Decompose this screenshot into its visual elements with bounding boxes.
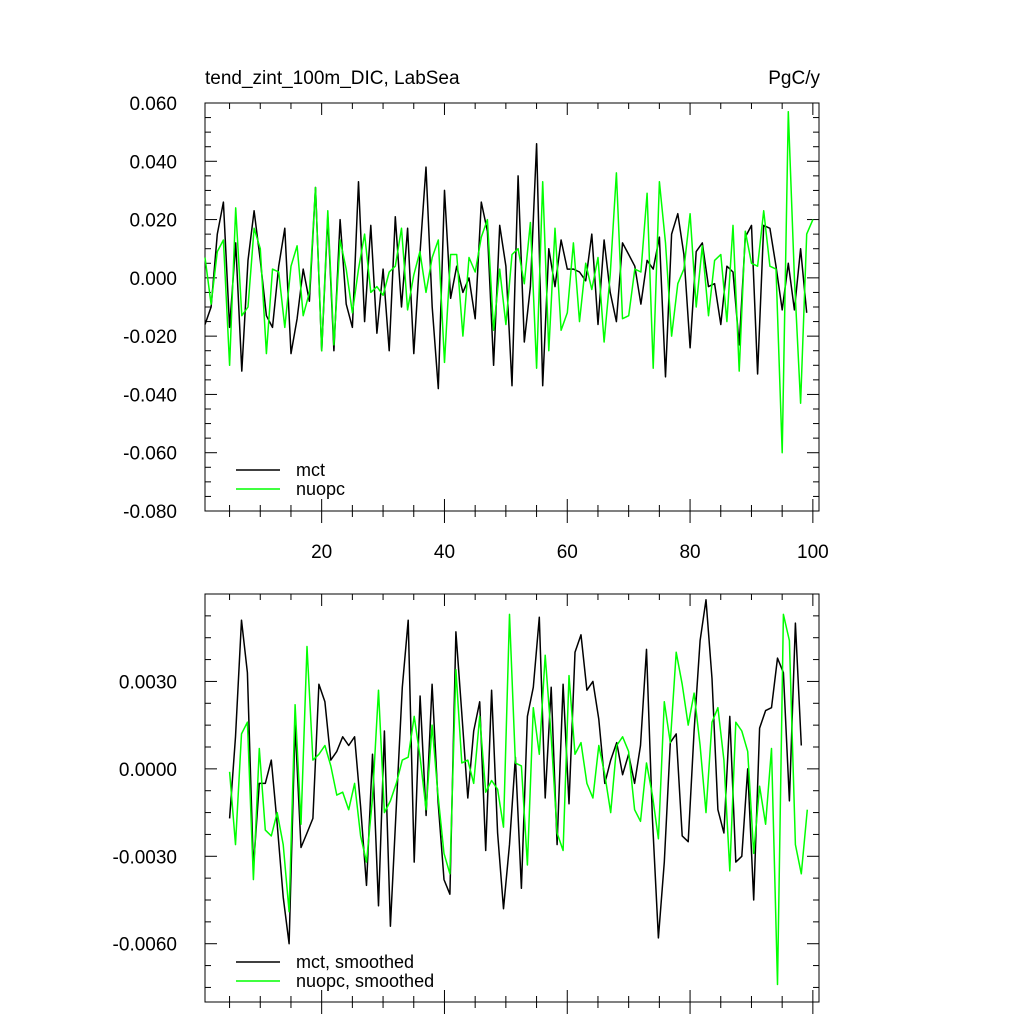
series-line-nuopc <box>228 613 809 986</box>
y-tick-label: -0.060 <box>123 444 177 465</box>
y-tick-label: 0.040 <box>129 152 177 173</box>
y-tick-label: -0.0030 <box>113 847 177 868</box>
x-tick-label: 80 <box>679 542 700 563</box>
series-line-nuopc <box>204 110 814 454</box>
y-tick-label: -0.080 <box>123 502 177 523</box>
legend-label: nuopc, smoothed <box>296 971 434 991</box>
y-tick-label: 0.060 <box>129 94 177 115</box>
legend-label: mct <box>296 460 325 480</box>
y-tick-label: -0.0060 <box>113 935 177 956</box>
plot-frame <box>204 593 820 1003</box>
chart-title: tend_zint_100m_DIC, LabSea <box>205 68 460 89</box>
x-tick-label: 20 <box>311 542 332 563</box>
y-tick-label: -0.040 <box>123 385 177 406</box>
panel-top: tend_zint_100m_DIC, LabSea PgC/y -0.080 -… <box>123 68 829 563</box>
units-label: PgC/y <box>768 68 820 89</box>
y-tick-label: 0.020 <box>129 211 177 232</box>
plot-frame <box>204 102 820 512</box>
x-tick-label: 60 <box>557 542 578 563</box>
x-tick-label: 100 <box>797 542 829 563</box>
legend-label: mct, smoothed <box>296 952 414 972</box>
y-tick-label: -0.020 <box>123 327 177 348</box>
series-line-mct <box>228 599 803 945</box>
series-line-mct <box>204 143 808 390</box>
y-tick-label: 0.0000 <box>119 760 177 781</box>
y-tick-label: 0.000 <box>129 269 177 290</box>
y-tick-label: 0.0030 <box>119 672 177 693</box>
x-tick-label: 40 <box>434 542 455 563</box>
legend-label: nuopc <box>296 479 345 499</box>
panel-bottom: -0.0060 -0.0030 0.0000 0.0030 mct, smoothedn… <box>113 593 820 1014</box>
